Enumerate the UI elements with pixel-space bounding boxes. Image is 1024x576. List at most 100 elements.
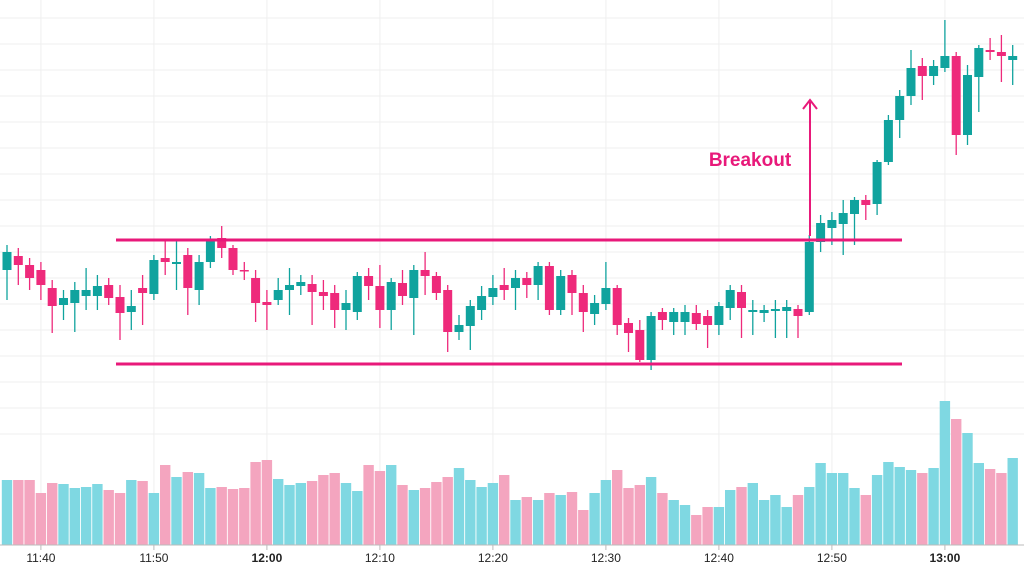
volume-bar bbox=[273, 479, 284, 545]
volume-bar bbox=[962, 433, 973, 545]
x-tick-label: 12:00 bbox=[252, 551, 283, 565]
x-tick-label: 12:50 bbox=[817, 551, 847, 565]
candle-body bbox=[47, 288, 57, 306]
volume-bar bbox=[804, 487, 815, 545]
candle-body bbox=[793, 309, 803, 316]
volume-bar bbox=[521, 497, 532, 545]
candle-body bbox=[205, 239, 215, 262]
candle-body bbox=[522, 278, 532, 285]
candle-body bbox=[126, 306, 136, 312]
candle-body bbox=[454, 325, 464, 332]
x-tick-label: 11:40 bbox=[26, 551, 55, 565]
volume-bar bbox=[250, 462, 261, 545]
volume-bar bbox=[578, 510, 589, 545]
candle-body bbox=[488, 288, 498, 297]
candle-body bbox=[782, 307, 792, 311]
candle-body bbox=[398, 283, 407, 296]
candle-body bbox=[669, 312, 679, 322]
candle-body bbox=[160, 258, 170, 262]
candle-body bbox=[273, 290, 283, 300]
candle-body bbox=[25, 265, 35, 278]
volume-bar bbox=[35, 493, 47, 545]
candle-body bbox=[963, 75, 972, 135]
volume-bar bbox=[386, 465, 397, 545]
candle-body bbox=[318, 292, 328, 296]
candle-body bbox=[70, 290, 80, 303]
candle-body bbox=[635, 330, 645, 360]
volume-bar bbox=[973, 463, 984, 545]
volume-bar bbox=[725, 490, 736, 545]
volume-bar bbox=[984, 469, 996, 545]
volume-bar bbox=[227, 489, 239, 545]
volume-bar bbox=[80, 487, 92, 545]
candle-body bbox=[680, 312, 690, 322]
volume-bar bbox=[883, 462, 894, 545]
volume-bar bbox=[589, 493, 600, 545]
candle-body bbox=[861, 200, 871, 205]
volume-bar bbox=[612, 470, 623, 545]
candle-body bbox=[691, 313, 701, 324]
volume-bar bbox=[702, 507, 713, 545]
candle-body bbox=[872, 162, 882, 204]
volume-bar bbox=[69, 488, 80, 545]
candle-body bbox=[364, 276, 374, 286]
candle-body bbox=[850, 200, 859, 214]
volume-bar bbox=[1, 480, 13, 545]
volume-bar bbox=[148, 493, 160, 545]
volume-bar bbox=[374, 471, 386, 545]
volume-bar bbox=[713, 507, 725, 545]
candle-body bbox=[172, 262, 181, 264]
volume-bar bbox=[928, 468, 939, 545]
volume-bar bbox=[792, 495, 804, 545]
volume-bar bbox=[137, 481, 148, 545]
candle-body bbox=[804, 242, 814, 312]
volume-bar bbox=[24, 480, 35, 545]
candle-body bbox=[465, 306, 475, 326]
volume-bar bbox=[160, 465, 171, 545]
candle-body bbox=[703, 316, 713, 325]
x-tick-label: 12:20 bbox=[478, 551, 508, 565]
candle-body bbox=[748, 310, 758, 312]
candle-body bbox=[217, 238, 227, 248]
volume-bar bbox=[668, 500, 679, 545]
volume-bar bbox=[815, 463, 826, 545]
volume-bar bbox=[996, 473, 1007, 545]
volume-bar bbox=[758, 500, 770, 545]
candle-body bbox=[601, 288, 611, 304]
candle-body bbox=[341, 303, 351, 310]
volume-bar bbox=[1007, 458, 1018, 545]
volume-bar bbox=[905, 470, 917, 545]
candle-body bbox=[816, 223, 826, 242]
x-tick-label: 12:10 bbox=[365, 551, 395, 565]
candle-body bbox=[511, 278, 520, 288]
candle-body bbox=[895, 96, 905, 120]
candle-body bbox=[183, 255, 193, 288]
candle-body bbox=[13, 256, 23, 265]
volume-bar bbox=[193, 473, 205, 545]
volume-bar bbox=[770, 495, 781, 545]
candle-body bbox=[567, 275, 577, 293]
candle-body bbox=[352, 276, 362, 312]
volume-bar bbox=[781, 507, 792, 545]
candle-body bbox=[92, 286, 102, 296]
volume-bar bbox=[917, 473, 928, 545]
level-layer bbox=[116, 238, 902, 366]
volume-bar bbox=[205, 488, 216, 545]
volume-bar bbox=[58, 484, 69, 545]
candle-body bbox=[974, 48, 984, 77]
candle-body bbox=[556, 276, 566, 310]
volume-bar bbox=[431, 482, 442, 545]
candle-body bbox=[420, 270, 430, 276]
candle-body bbox=[827, 220, 837, 228]
volume-bar bbox=[600, 480, 612, 545]
volume-bar bbox=[634, 485, 645, 545]
candle-body bbox=[386, 282, 396, 310]
volume-bar bbox=[419, 488, 431, 545]
volume-bar bbox=[951, 419, 962, 545]
candle-body bbox=[285, 285, 294, 290]
volume-bar bbox=[295, 483, 306, 545]
candle-body bbox=[838, 213, 848, 224]
candle-body bbox=[906, 68, 916, 96]
candle-body bbox=[104, 285, 114, 298]
